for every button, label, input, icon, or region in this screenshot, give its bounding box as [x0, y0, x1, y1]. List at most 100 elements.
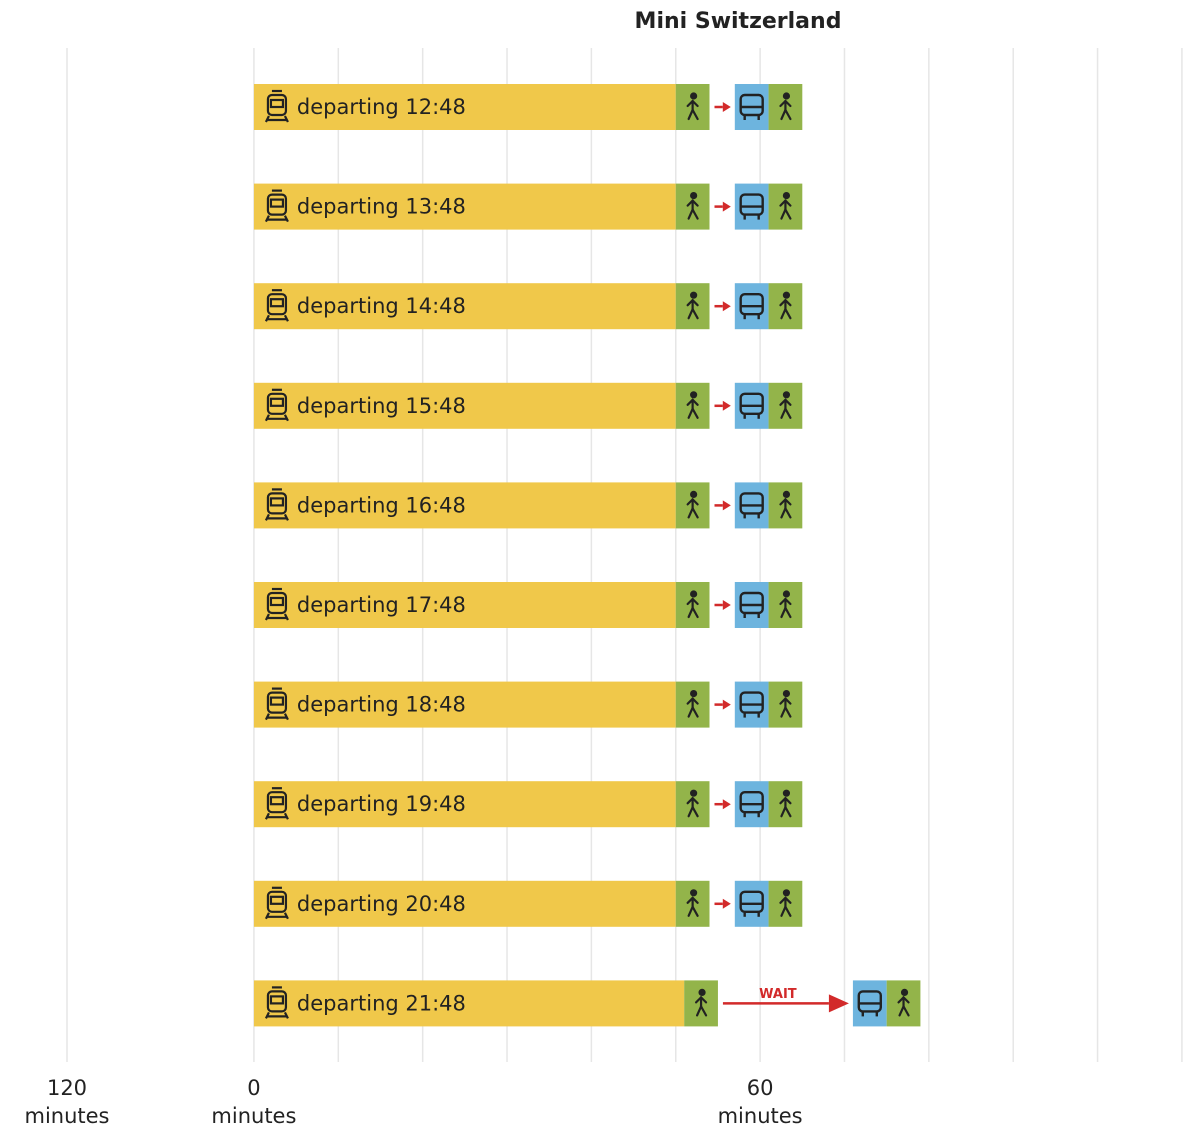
icon-part — [269, 796, 285, 806]
icon-part — [266, 591, 288, 615]
side-label: 120 minutes — [24, 1076, 110, 1128]
icon-part — [269, 298, 285, 308]
walk-icon — [686, 192, 699, 220]
walk-icon — [686, 92, 699, 121]
bus-icon — [739, 591, 764, 618]
bus-icon — [739, 492, 764, 519]
walk-icon — [686, 590, 699, 619]
row-label: departing 14:48 — [297, 294, 466, 318]
train-segment — [253, 980, 685, 1027]
walk-icon — [779, 689, 792, 718]
walk-icon — [686, 291, 699, 320]
train-icon — [264, 687, 289, 721]
x-tick-label: 0 minutes — [211, 1076, 297, 1128]
train-icon — [264, 388, 289, 422]
icon-part — [269, 995, 285, 1005]
walk-icon — [686, 391, 699, 419]
row-label: departing 20:48 — [297, 892, 466, 916]
arrow-head — [722, 301, 731, 312]
row-label: departing 21:48 — [297, 991, 466, 1015]
icon-part — [269, 895, 285, 905]
icon-part — [739, 791, 764, 814]
icon-part — [690, 889, 698, 897]
icon-part — [782, 291, 791, 299]
train-segment — [253, 582, 676, 628]
train-segment — [253, 681, 676, 728]
icon-part — [782, 689, 791, 698]
icon-part — [857, 990, 882, 1013]
arrow-head — [722, 400, 731, 411]
train-segment — [253, 84, 676, 130]
icon-part — [739, 293, 764, 316]
arrow-head — [722, 898, 731, 909]
icon-part — [690, 391, 698, 399]
icon-part — [269, 596, 285, 607]
bus-icon — [739, 93, 764, 120]
icon-part — [739, 890, 764, 913]
walk-icon — [779, 889, 792, 917]
icon-part — [782, 889, 791, 897]
train-icon — [264, 986, 289, 1019]
icon-part — [739, 193, 764, 216]
train-icon — [264, 787, 289, 820]
icon-part — [690, 92, 698, 100]
icon-part — [690, 590, 698, 598]
x-tick-label: 60 minutes — [717, 1076, 803, 1128]
train-segment — [253, 183, 676, 230]
walk-icon — [779, 789, 792, 818]
train-segment — [253, 880, 676, 927]
train-segment — [253, 382, 676, 429]
icon-part — [269, 198, 285, 208]
arrow-head — [828, 994, 849, 1013]
walk-icon — [779, 92, 792, 121]
icon-part — [266, 293, 288, 316]
arrow-head — [722, 201, 731, 212]
icon-part — [782, 92, 791, 100]
arrow-head — [722, 500, 731, 511]
icon-part — [739, 93, 764, 117]
train-segment — [253, 482, 676, 529]
arrow-head — [722, 799, 731, 810]
row-label: departing 15:48 — [297, 394, 466, 418]
bus-icon — [739, 691, 764, 718]
icon-part — [266, 392, 288, 415]
walk-icon — [779, 590, 792, 619]
icon-part — [739, 392, 764, 415]
train-icon — [264, 189, 289, 223]
icon-part — [266, 691, 288, 714]
row-label: departing 17:48 — [297, 593, 466, 617]
icon-part — [690, 192, 698, 200]
row-label: departing 18:48 — [297, 693, 466, 717]
train-icon — [264, 289, 289, 322]
train-icon — [264, 886, 289, 920]
icon-part — [690, 291, 698, 299]
walk-icon — [686, 689, 699, 718]
walk-icon — [686, 889, 699, 917]
icon-part — [266, 791, 288, 814]
walk-icon — [686, 490, 699, 519]
icon-part — [690, 490, 698, 498]
chart-title: Mini Switzerland — [635, 9, 842, 34]
icon-part — [690, 789, 698, 797]
train-icon — [264, 587, 289, 621]
icon-part — [782, 192, 791, 200]
row-label: departing 12:48 — [297, 95, 466, 119]
icon-part — [269, 98, 285, 109]
icon-part — [739, 492, 764, 515]
bus-icon — [857, 990, 882, 1017]
arrow-head — [722, 102, 731, 112]
icon-part — [266, 93, 288, 117]
walk-icon — [897, 988, 910, 1017]
train-icon — [264, 89, 289, 123]
bus-icon — [739, 392, 764, 419]
row-label: departing 19:48 — [297, 792, 466, 816]
icon-part — [266, 990, 288, 1013]
icon-part — [266, 492, 288, 515]
icon-part — [266, 890, 288, 913]
arrow-head — [722, 600, 731, 610]
bus-icon — [739, 791, 764, 818]
train-icon — [264, 488, 289, 521]
walk-icon — [694, 988, 708, 1017]
